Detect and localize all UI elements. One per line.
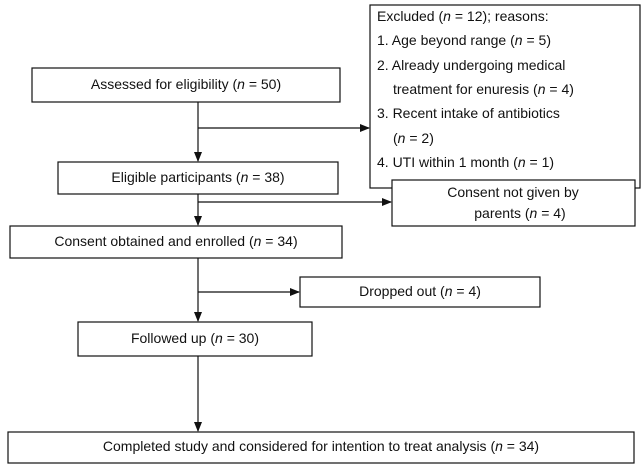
node-box: [299, 276, 541, 308]
text-segment: treatment for enuresis (: [393, 81, 538, 97]
italic-symbol: n: [237, 76, 245, 92]
italic-symbol: n: [445, 283, 453, 299]
text-segment: = 2): [405, 130, 433, 146]
node-text: parents (n = 4): [474, 205, 565, 221]
node: Completed study and considered for inten…: [7, 431, 635, 464]
node-text: 4. UTI within 1 month (n = 1): [377, 154, 554, 170]
text-segment: = 4): [537, 205, 565, 221]
text-segment: Dropped out (: [359, 283, 445, 299]
node: Dropped out (n = 4): [299, 276, 541, 308]
text-segment: Completed study and considered for inten…: [103, 438, 496, 454]
text-segment: 4. UTI within 1 month (: [377, 154, 518, 170]
connectors: [194, 102, 392, 432]
text-segment: = 30): [223, 330, 259, 346]
text-segment: = 34): [261, 233, 297, 249]
node-text: Dropped out (n = 4): [359, 283, 481, 299]
text-segment: = 38): [248, 169, 284, 185]
node-box: [7, 431, 635, 464]
node-text: 1. Age beyond range (n = 5): [377, 32, 551, 48]
node-text: 3. Recent intake of antibiotics: [377, 105, 560, 121]
node-text: Consent not given by: [447, 184, 579, 200]
text-segment: Assessed for eligibility (: [91, 76, 238, 92]
node-text: Eligible participants (n = 38): [111, 169, 284, 185]
text-segment: 3. Recent intake of antibiotics: [377, 105, 560, 121]
italic-symbol: n: [215, 330, 223, 346]
text-segment: Consent not given by: [447, 184, 579, 200]
italic-symbol: n: [398, 130, 406, 146]
node-text: treatment for enuresis (n = 4): [393, 81, 574, 97]
node-text: Excluded (n = 12); reasons:: [377, 8, 549, 24]
italic-symbol: n: [530, 205, 538, 221]
italic-symbol: n: [443, 8, 451, 24]
text-segment: Followed up (: [131, 330, 215, 346]
node: Consent not given by parents (n = 4): [391, 179, 636, 227]
text-segment: (: [393, 130, 398, 146]
node-text: (n = 2): [393, 130, 434, 146]
node-box: [77, 321, 313, 357]
italic-symbol: n: [538, 81, 546, 97]
node-box: [369, 4, 641, 189]
italic-symbol: n: [254, 233, 262, 249]
text-segment: Eligible participants (: [111, 169, 241, 185]
text-segment: = 5): [523, 32, 551, 48]
text-segment: = 34): [503, 438, 539, 454]
text-segment: 1. Age beyond range (: [377, 32, 515, 48]
node: Eligible participants (n = 38): [57, 161, 339, 195]
node: Consent obtained and enrolled (n = 34): [9, 225, 343, 259]
node: Assessed for eligibility (n = 50): [31, 67, 341, 103]
italic-symbol: n: [241, 169, 249, 185]
node-box: [31, 67, 341, 103]
node: Followed up (n = 30): [77, 321, 313, 357]
node-text: Completed study and considered for inten…: [103, 438, 539, 454]
text-segment: Consent obtained and enrolled (: [54, 233, 254, 249]
italic-symbol: n: [515, 32, 523, 48]
text-segment: = 50): [245, 76, 281, 92]
node-text: Assessed for eligibility (n = 50): [91, 76, 281, 92]
text-segment: = 4): [546, 81, 574, 97]
text-segment: = 1): [526, 154, 554, 170]
text-segment: = 12); reasons:: [451, 8, 549, 24]
italic-symbol: n: [495, 438, 503, 454]
node-box: [57, 161, 339, 195]
node: Excluded (n = 12); reasons:1. Age beyond…: [369, 4, 641, 189]
node-box: [391, 179, 636, 227]
italic-symbol: n: [518, 154, 526, 170]
text-segment: Excluded (: [377, 8, 443, 24]
node-text: Followed up (n = 30): [131, 330, 259, 346]
text-segment: parents (: [474, 205, 530, 221]
node-text: 2. Already undergoing medical: [377, 57, 565, 73]
node-text: Consent obtained and enrolled (n = 34): [54, 233, 297, 249]
text-segment: 2. Already undergoing medical: [377, 57, 565, 73]
text-segment: = 4): [453, 283, 481, 299]
node-box: [9, 225, 343, 259]
